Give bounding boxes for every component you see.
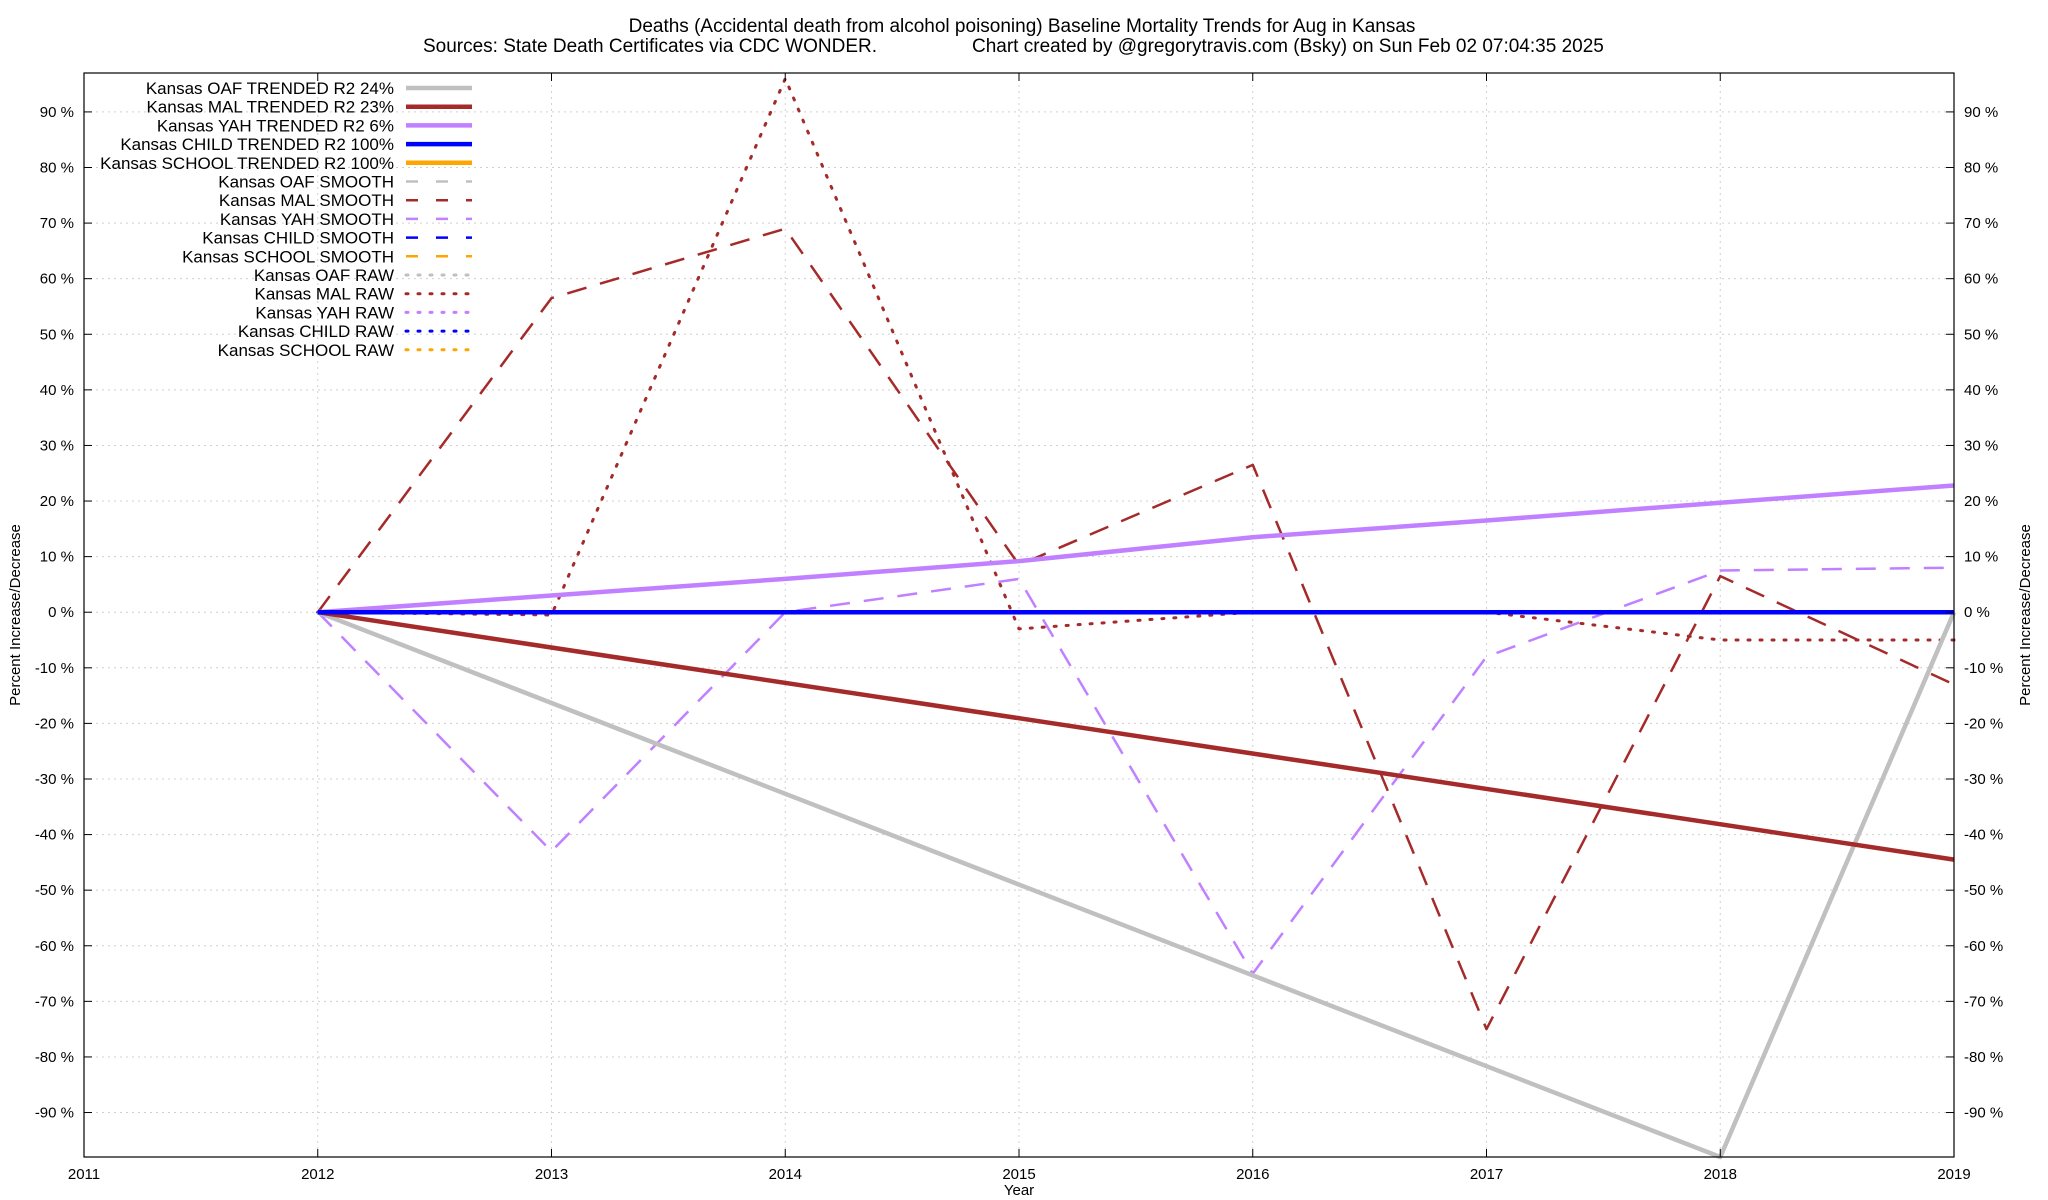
y-tick-label-left: -10 % <box>35 660 74 677</box>
legend-label: Kansas OAF RAW <box>254 266 394 285</box>
x-tick-label: 2018 <box>1704 1166 1737 1183</box>
y-tick-label-left: 80 % <box>40 160 74 177</box>
chart-title: Deaths (Accidental death from alcohol po… <box>629 16 1416 37</box>
y-tick-label-left: 90 % <box>40 104 74 121</box>
y-tick-label-left: -50 % <box>35 882 74 899</box>
y-tick-label-left: 70 % <box>40 215 74 232</box>
legend-label: Kansas CHILD SMOOTH <box>202 229 394 248</box>
series-line-kansas-mal-trended-r2-23 <box>317 609 1955 862</box>
y-tick-label-right: -60 % <box>1964 938 2003 955</box>
legend-label: Kansas YAH SMOOTH <box>220 210 394 229</box>
y-tick-label-left: -60 % <box>35 938 74 955</box>
series-layer <box>316 77 1957 1160</box>
legend-label: Kansas MAL TRENDED R2 23% <box>146 98 394 117</box>
y-tick-label-left: -90 % <box>35 1105 74 1122</box>
y-tick-label-right: 20 % <box>1964 493 1998 510</box>
x-tick-label: 2011 <box>68 1166 100 1183</box>
y-tick-label-right: 30 % <box>1964 437 1998 454</box>
y-tick-label-left: -70 % <box>35 993 74 1010</box>
x-tick-label: 2019 <box>1937 1166 1970 1183</box>
y-tick-label-right: 10 % <box>1964 549 1998 566</box>
legend-label: Kansas YAH RAW <box>255 303 394 322</box>
legend-label: Kansas SCHOOL RAW <box>218 341 394 360</box>
y-tick-label-left: 20 % <box>40 493 74 510</box>
y-tick-label-left: 10 % <box>40 549 74 566</box>
x-axis-label: Year <box>1004 1182 1034 1199</box>
y-tick-label-left: 0 % <box>48 604 74 621</box>
y-tick-label-left: 50 % <box>40 326 74 343</box>
legend-label: Kansas CHILD TRENDED R2 100% <box>120 135 394 154</box>
y-tick-label-left: -80 % <box>35 1049 74 1066</box>
legend-label: Kansas OAF TRENDED R2 24% <box>146 79 394 98</box>
y-tick-label-left: -40 % <box>35 827 74 844</box>
y-tick-label-left: -20 % <box>35 715 74 732</box>
chart-subtitle-left: Sources: State Death Certificates via CD… <box>423 36 877 57</box>
y-tick-label-right: -40 % <box>1964 827 2003 844</box>
series-line-kansas-yah-smooth <box>316 566 1955 975</box>
y-axis-label-right: Percent Increase/Decrease <box>2017 524 2034 706</box>
x-tick-label: 2014 <box>769 1166 802 1183</box>
y-tick-label-left: 30 % <box>40 437 74 454</box>
chart-subtitle-right: Chart created by @gregorytravis.com (Bsk… <box>972 36 1604 57</box>
legend-label: Kansas YAH TRENDED R2 6% <box>157 116 394 135</box>
y-tick-label-left: -30 % <box>35 771 74 788</box>
y-tick-label-right: -80 % <box>1964 1049 2003 1066</box>
y-tick-label-right: -50 % <box>1964 882 2003 899</box>
legend-label: Kansas OAF SMOOTH <box>218 173 394 192</box>
legend-label: Kansas CHILD RAW <box>238 322 394 341</box>
y-tick-label-right: -30 % <box>1964 771 2003 788</box>
legend-label: Kansas MAL SMOOTH <box>219 191 394 210</box>
legend-label: Kansas MAL RAW <box>254 285 394 304</box>
x-tick-label: 2016 <box>1236 1166 1269 1183</box>
x-tick-label: 2013 <box>535 1166 568 1183</box>
x-tick-label: 2017 <box>1470 1166 1503 1183</box>
y-axis-label-left: Percent Increase/Decrease <box>7 524 24 706</box>
series-line-kansas-mal-smooth <box>316 227 1955 1031</box>
x-tick-label: 2015 <box>1002 1166 1035 1183</box>
y-tick-label-right: 70 % <box>1964 215 1998 232</box>
y-tick-label-left: 60 % <box>40 271 74 288</box>
legend-label: Kansas SCHOOL SMOOTH <box>182 247 394 266</box>
x-tick-label: 2012 <box>301 1166 334 1183</box>
y-tick-label-right: 90 % <box>1964 104 1998 121</box>
series-line-kansas-yah-trended-r2-6 <box>317 483 1955 615</box>
y-tick-label-right: 0 % <box>1964 604 1990 621</box>
y-tick-label-right: 80 % <box>1964 160 1998 177</box>
y-tick-label-right: -70 % <box>1964 993 2003 1010</box>
y-tick-label-right: -90 % <box>1964 1105 2003 1122</box>
y-tick-label-right: 50 % <box>1964 326 1998 343</box>
y-tick-label-right: 40 % <box>1964 382 1998 399</box>
legend: Kansas OAF TRENDED R2 24%Kansas MAL TREN… <box>100 79 474 360</box>
legend-label: Kansas SCHOOL TRENDED R2 100% <box>100 154 394 173</box>
y-tick-label-right: -10 % <box>1964 660 2003 677</box>
y-tick-label-right: -20 % <box>1964 715 2003 732</box>
tick-layer: 2011 2012 2013 2014 2015 2016 2017 2018 2019 -90 … <box>35 73 2003 1183</box>
y-tick-label-left: 40 % <box>40 382 74 399</box>
y-tick-label-right: 60 % <box>1964 271 1998 288</box>
